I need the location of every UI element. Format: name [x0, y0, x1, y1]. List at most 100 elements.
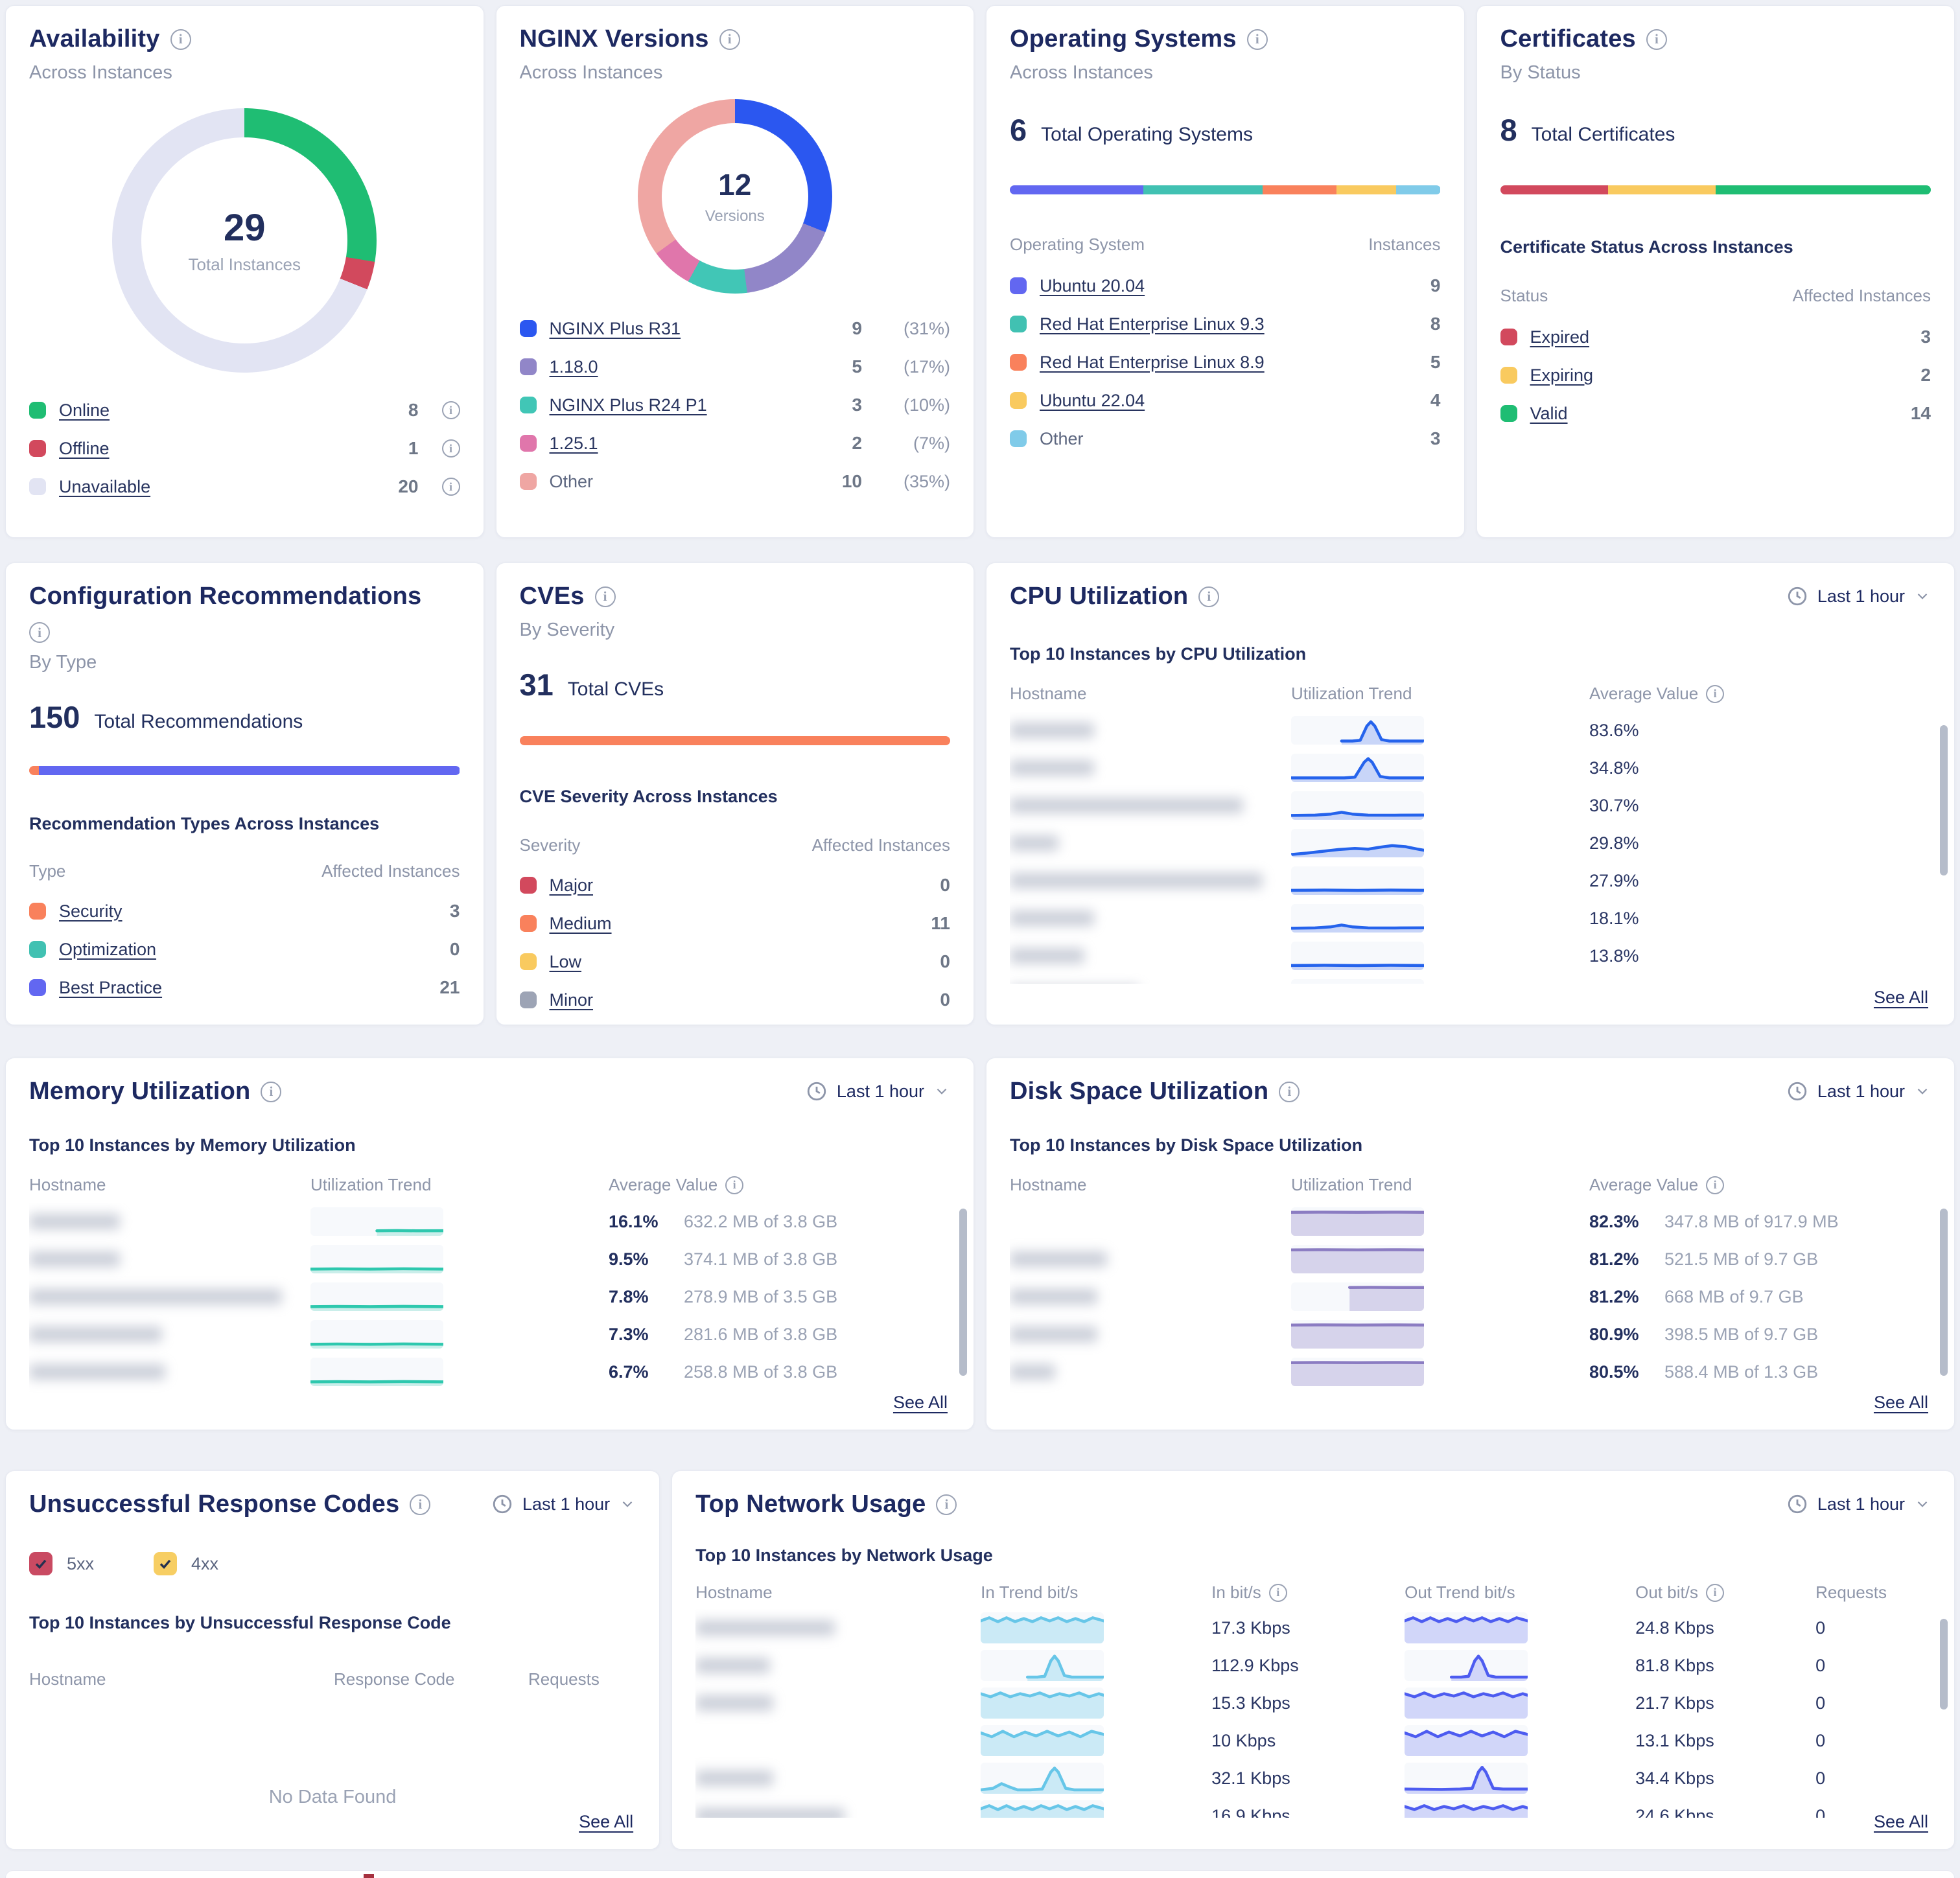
checkbox-4xx[interactable] [154, 1552, 178, 1575]
network-time-range-select[interactable]: Last 1 hour [1786, 1493, 1931, 1515]
legend-swatch [519, 320, 537, 337]
list-item-link[interactable]: Red Hat Enterprise Linux 8.9 [1040, 352, 1265, 372]
value-detail: 347.8 MB of 917.9 MB [1664, 1211, 1839, 1231]
response-codes-see-all-link[interactable]: See All [579, 1812, 634, 1831]
trend-sparkline [1291, 904, 1424, 933]
hostname-redacted[interactable] [1010, 835, 1058, 851]
hostname-redacted[interactable] [695, 1695, 774, 1711]
info-icon[interactable]: i [29, 622, 50, 643]
hostname-redacted[interactable] [29, 1327, 162, 1342]
info-icon[interactable]: i [719, 29, 740, 50]
hostname-redacted[interactable] [1010, 798, 1243, 813]
info-icon[interactable]: i [1646, 29, 1667, 50]
legend-value: 8 [408, 400, 419, 420]
value-detail: 668 MB of 9.7 GB [1664, 1286, 1804, 1306]
info-icon[interactable]: i [441, 478, 460, 496]
list-item-link[interactable]: Minor [549, 990, 594, 1010]
info-icon[interactable]: i [1706, 684, 1725, 703]
disk-see-all-link[interactable]: See All [1873, 1393, 1928, 1412]
scrollbar-thumb[interactable] [1940, 725, 1948, 875]
info-icon[interactable]: i [170, 29, 191, 50]
list-item-link[interactable]: Ubuntu 20.04 [1040, 275, 1145, 296]
nginx-versions-donut-chart[interactable]: 12 Versions [637, 99, 832, 294]
info-icon[interactable]: i [1279, 1081, 1300, 1102]
total-recommendations-label: Total Recommendations [94, 711, 303, 732]
info-icon[interactable]: i [594, 586, 616, 607]
legend-link[interactable]: 1.18.0 [549, 356, 598, 377]
response-codes-section-title: Top 10 Instances by Unsuccessful Respons… [29, 1613, 451, 1632]
list-item-link[interactable]: Low [549, 951, 582, 971]
legend-link[interactable]: Unavailable [59, 476, 151, 496]
list-item-link[interactable]: Ubuntu 22.04 [1040, 390, 1145, 410]
legend-swatch [1010, 430, 1027, 447]
list-item-link[interactable]: Security [59, 901, 122, 921]
hostname-redacted[interactable] [29, 1289, 282, 1304]
hostname-redacted[interactable] [1010, 1251, 1107, 1267]
checkbox-5xx[interactable] [29, 1552, 52, 1575]
list-item-link[interactable]: Medium [549, 913, 612, 933]
list-item-link[interactable]: Best Practice [59, 977, 163, 997]
info-icon[interactable]: i [441, 401, 460, 419]
hostname-redacted[interactable] [1010, 1364, 1055, 1380]
response-codes-time-range-select[interactable]: Last 1 hour [491, 1493, 636, 1515]
nginx-versions-legend: NGINX Plus R31 9 (31%) 1.18.0 5 (17%) NGINX Pl… [519, 318, 950, 491]
hostname-redacted[interactable] [29, 1251, 120, 1267]
info-icon[interactable]: i [1706, 1176, 1725, 1194]
list-item-link[interactable]: Expiring [1530, 365, 1594, 385]
legend-link[interactable]: Offline [59, 438, 110, 458]
legend-link[interactable]: Online [59, 400, 110, 420]
info-icon[interactable]: i [936, 1494, 957, 1515]
bar-segment [519, 736, 950, 745]
total-certificates-value: 8 [1500, 113, 1517, 147]
legend-swatch [1010, 392, 1027, 409]
hostname-redacted[interactable] [1010, 760, 1094, 776]
hostname-redacted[interactable] [1010, 873, 1263, 888]
info-icon[interactable]: i [1198, 586, 1220, 607]
info-icon[interactable]: i [441, 439, 460, 458]
average-value-cell: 83.6% [1589, 720, 1639, 740]
hostname-redacted[interactable] [695, 1808, 845, 1818]
disk-time-range-select[interactable]: Last 1 hour [1786, 1080, 1931, 1102]
network-see-all-link[interactable]: See All [1873, 1812, 1928, 1831]
cpu-see-all-link[interactable]: See All [1873, 988, 1928, 1007]
hostname-redacted[interactable] [695, 1770, 774, 1786]
hostname-redacted[interactable] [29, 1214, 120, 1229]
hostname-redacted[interactable] [1010, 723, 1094, 738]
legend-swatch [519, 953, 537, 970]
hostname-redacted[interactable] [1010, 1327, 1097, 1342]
trend-sparkline [1291, 979, 1424, 984]
bar-segment [1143, 185, 1263, 194]
hostname-redacted[interactable] [1010, 948, 1084, 964]
hostname-redacted[interactable] [695, 1620, 835, 1636]
info-icon[interactable]: i [725, 1176, 744, 1194]
list-item-link[interactable]: Expired [1530, 327, 1590, 347]
list-item-value: 0 [940, 990, 950, 1010]
legend-link[interactable]: NGINX Plus R31 [549, 318, 681, 338]
list-item-link[interactable]: Optimization [59, 939, 157, 959]
hostname-redacted[interactable] [1010, 1289, 1097, 1304]
legend-link[interactable]: NGINX Plus R24 P1 [549, 395, 707, 415]
info-icon[interactable]: i [1246, 29, 1268, 50]
legend-swatch [1010, 277, 1027, 294]
list-item-link[interactable]: Red Hat Enterprise Linux 9.3 [1040, 314, 1265, 334]
cpu-time-range-select[interactable]: Last 1 hour [1786, 585, 1931, 607]
memory-time-range-select[interactable]: Last 1 hour [806, 1080, 950, 1102]
info-icon[interactable]: i [1268, 1583, 1287, 1602]
list-item: Ubuntu 22.04 4 [1010, 390, 1441, 410]
scrollbar-thumb[interactable] [1940, 1619, 1948, 1710]
info-icon[interactable]: i [1705, 1583, 1724, 1602]
memory-see-all-link[interactable]: See All [892, 1393, 948, 1412]
scrollbar-thumb[interactable] [1940, 1209, 1948, 1376]
hostname-redacted[interactable] [29, 1364, 165, 1380]
scrollbar-thumb[interactable] [959, 1209, 967, 1376]
availability-donut-chart[interactable]: 29 Total Instances [112, 108, 377, 373]
info-icon[interactable]: i [261, 1081, 282, 1102]
legend-link[interactable]: 1.25.1 [549, 433, 598, 453]
list-item-link[interactable]: Valid [1530, 403, 1568, 423]
hostname-redacted[interactable] [695, 1658, 771, 1673]
bar-segment [1010, 185, 1144, 194]
hostname-redacted[interactable] [1010, 910, 1094, 926]
list-item-link[interactable]: Major [549, 875, 594, 895]
value-percent: 82.3% [1589, 1211, 1639, 1231]
info-icon[interactable]: i [410, 1494, 431, 1515]
